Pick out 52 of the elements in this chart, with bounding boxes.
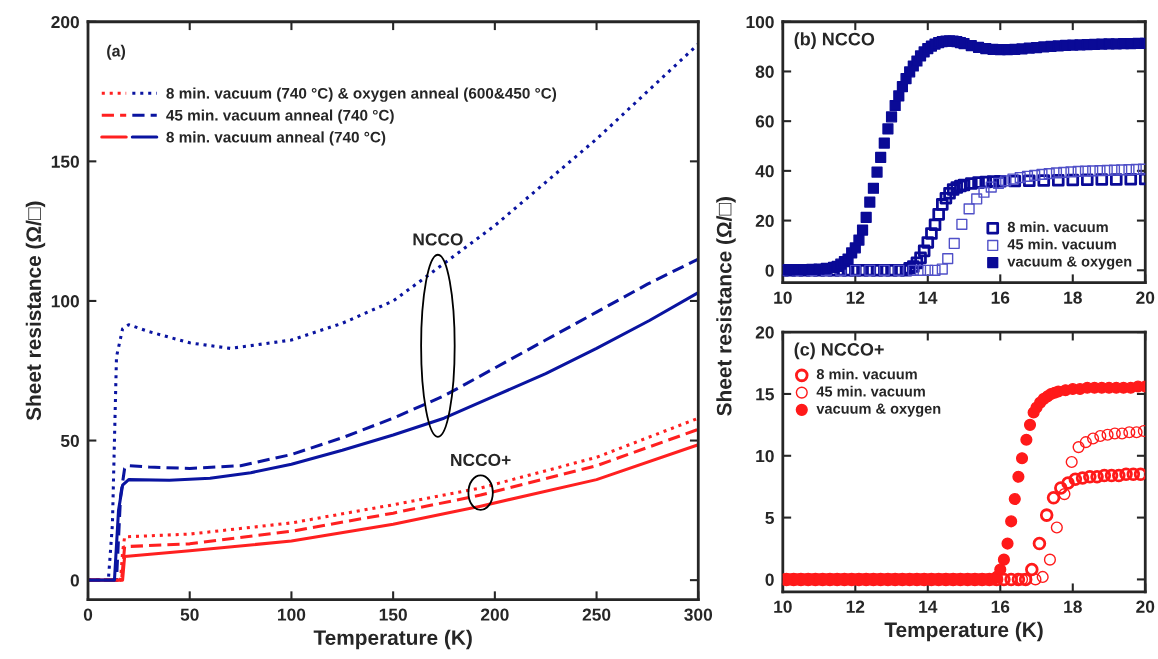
y-tick-label: 20 [755, 326, 774, 339]
y-tick-label: 15 [756, 388, 774, 401]
y-tick-label: 20 [755, 214, 774, 228]
x-tick-label: 20 [1136, 600, 1155, 613]
y-axis-title: Sheet resistance (Ω/□) [25, 201, 46, 421]
x-tick-label: 100 [278, 608, 306, 621]
y-tick-label: 150 [51, 155, 79, 168]
x-tick-label: 250 [582, 608, 611, 621]
x-tick-label: 200 [480, 608, 509, 621]
annotation: (b) NCCO [794, 32, 875, 50]
x-tick-label: 18 [1064, 291, 1082, 304]
legend-label: 45 min. vacuum [1007, 238, 1116, 250]
legend-label: 45 min. vacuum anneal (740 °C) [166, 109, 394, 124]
annotation: (a) [107, 44, 126, 60]
y-tick-label: 0 [765, 573, 774, 586]
x-tick-label: 16 [991, 291, 1010, 304]
annotation: (c) NCCO+ [794, 342, 884, 360]
x-tick-label: 50 [180, 608, 199, 621]
x-tick-label: 18 [1064, 600, 1082, 613]
y-tick-label: 10 [756, 449, 774, 463]
y-axis-title: Sheet resistance (Ω/□) [716, 197, 736, 416]
legend-label: 8 min. vacuum anneal (740 °C) [166, 131, 386, 146]
x-tick-label: 150 [379, 608, 407, 621]
x-tick-label: 20 [1136, 291, 1155, 304]
x-tick-label: 300 [684, 608, 713, 621]
annotation: NCCO+ [451, 453, 511, 467]
legend-label: 8 min. vacuum [816, 368, 917, 380]
legend-label: 8 min. vacuum (740 °C) & oxygen anneal (600&450 °C) [166, 87, 557, 102]
x-axis-title: Temperature (K) [313, 629, 472, 650]
x-tick-label: 12 [846, 291, 865, 304]
y-tick-label: 5 [765, 511, 774, 525]
x-tick-label: 14 [919, 600, 938, 613]
legend-label: vacuum & oxygen [1007, 256, 1132, 270]
legend-label: 8 min. vacuum [1007, 221, 1108, 233]
y-tick-label: 0 [765, 264, 774, 277]
x-tick-label: 16 [991, 600, 1010, 613]
x-tick-label: 10 [774, 291, 792, 304]
legend-label: 45 min. vacuum [816, 385, 925, 397]
y-tick-label: 40 [755, 165, 774, 178]
y-tick-label: 60 [755, 115, 774, 128]
x-tick-label: 10 [774, 600, 792, 613]
legend-label: vacuum & oxygen [816, 403, 941, 417]
y-tick-label: 100 [746, 15, 774, 29]
x-tick-label: 12 [846, 600, 865, 613]
x-tick-label: 14 [919, 291, 938, 304]
x-tick-label: 0 [83, 608, 93, 621]
annotation: NCCO [413, 233, 463, 246]
y-tick-label: 200 [51, 15, 79, 29]
y-tick-label: 80 [755, 65, 774, 78]
y-tick-label: 0 [70, 574, 79, 587]
x-axis-title: Temperature (K) [884, 621, 1043, 642]
y-tick-label: 50 [60, 434, 79, 448]
